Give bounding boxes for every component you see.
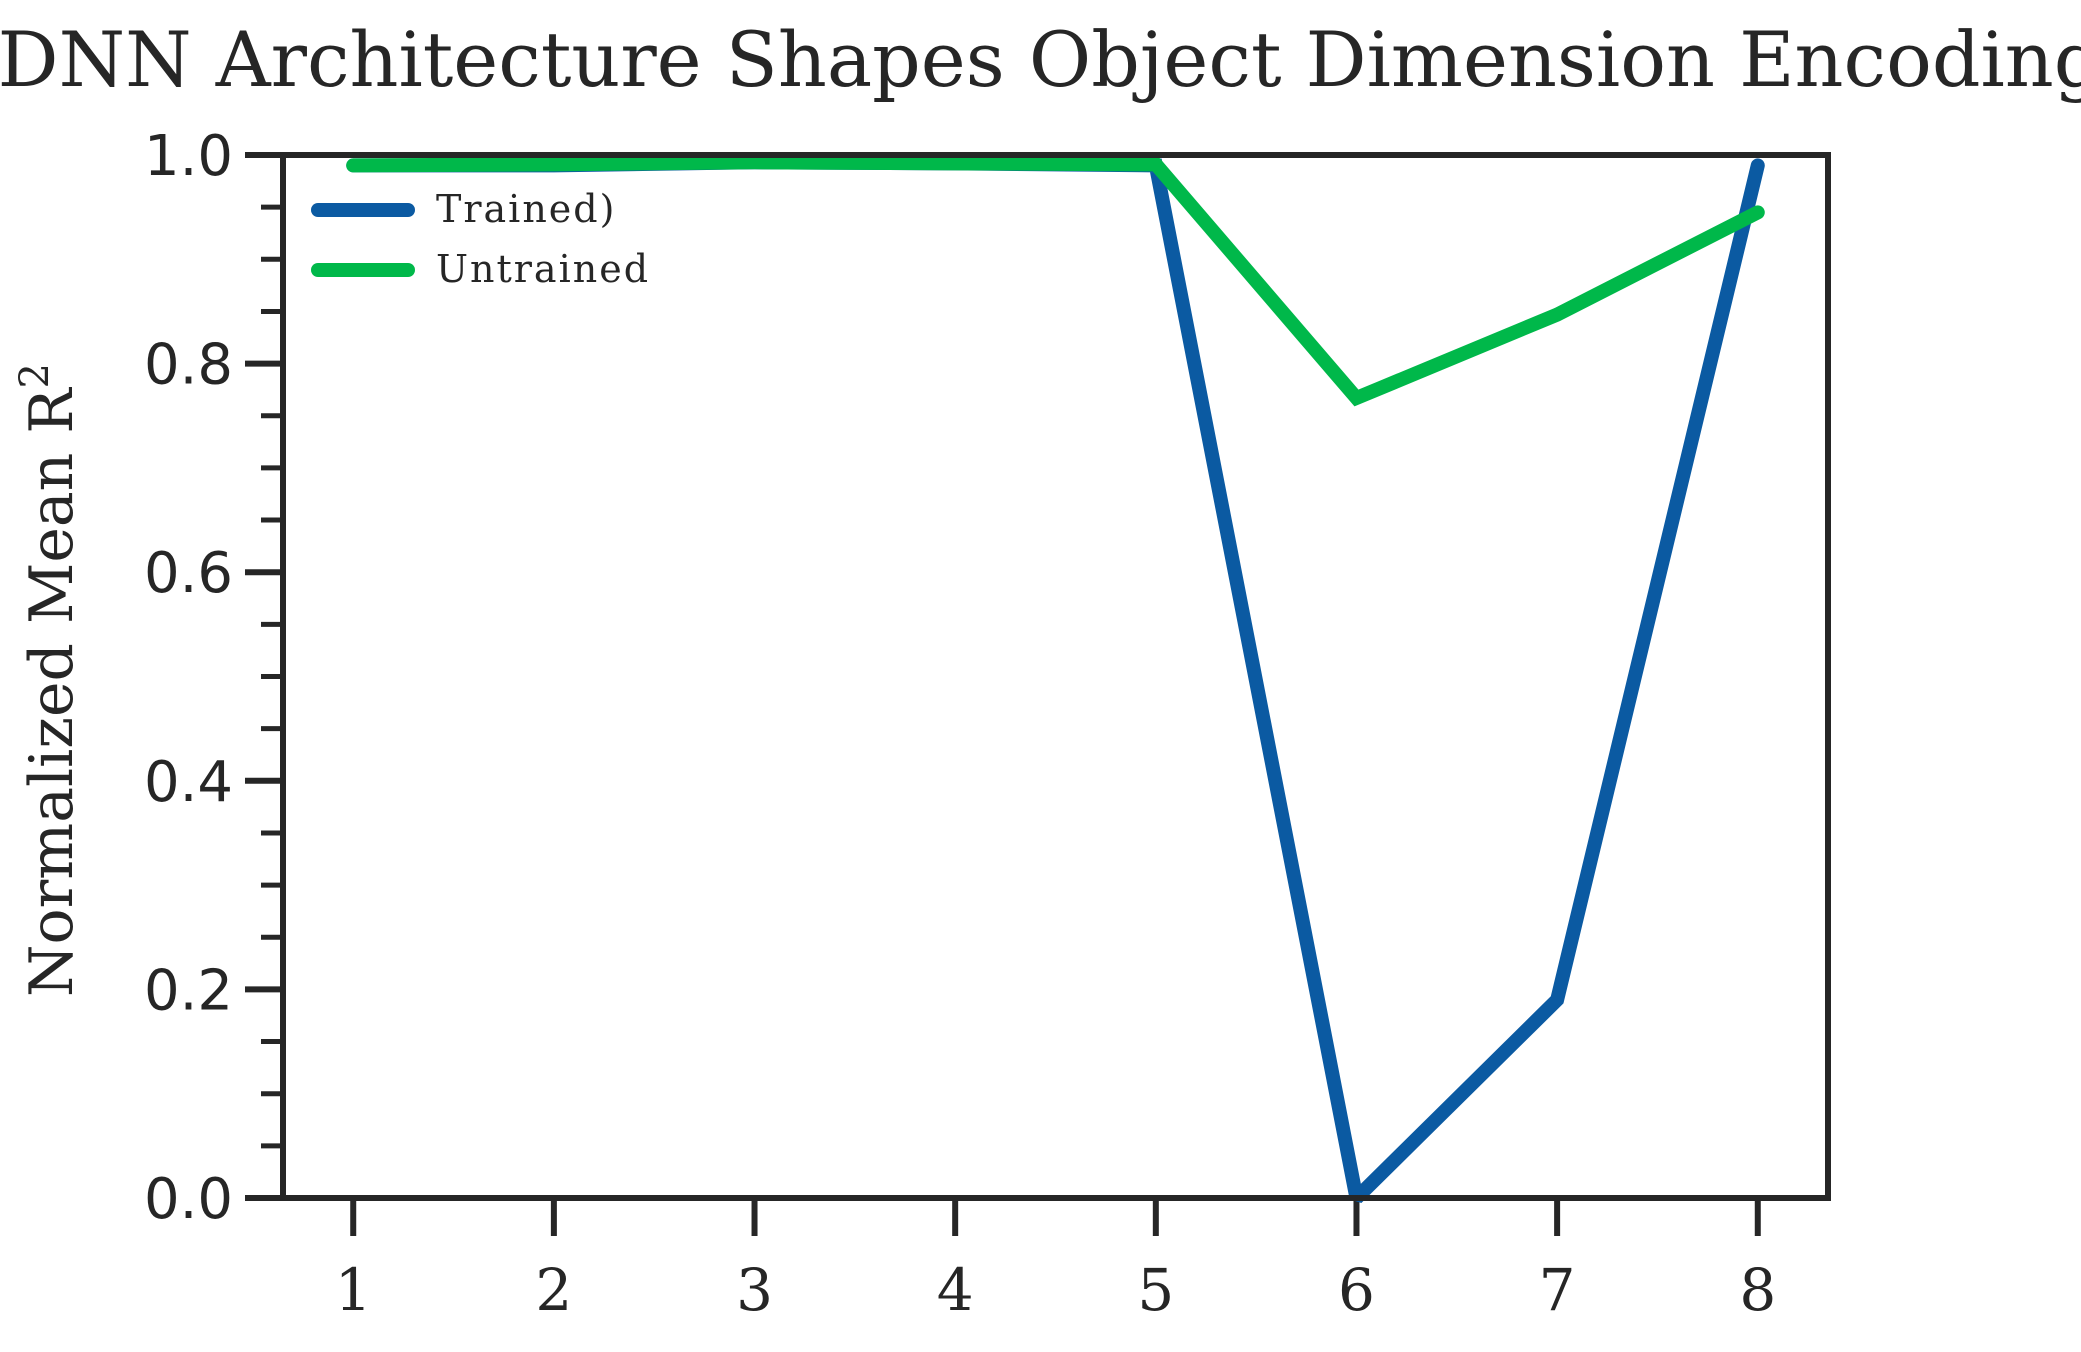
x-tick-label: 4 — [937, 1256, 974, 1324]
x-tick-label: 1 — [335, 1256, 372, 1324]
legend-label: Untrained — [436, 247, 650, 291]
series-lines — [346, 155, 1765, 1203]
x-tick-label: 5 — [1137, 1256, 1174, 1324]
y-axis-label: Normalized Mean R2 — [12, 363, 87, 997]
y-axis-label-superscript: 2 — [12, 363, 58, 388]
y-axis-label-main: Normalized Mean R — [17, 387, 87, 997]
y-tick-label: 1.0 — [144, 124, 233, 189]
x-tick-label: 8 — [1739, 1256, 1776, 1324]
plot-frame — [280, 152, 1831, 1201]
series-line-2 — [346, 155, 1765, 407]
y-tick-label: 0.4 — [144, 750, 233, 815]
legend: Trained) Untrained — [311, 187, 650, 291]
x-tick-label: 2 — [535, 1256, 572, 1324]
y-tick-label: 0.0 — [144, 1167, 233, 1232]
x-tick-label: 7 — [1539, 1256, 1576, 1324]
y-tick-label: 0.2 — [144, 958, 233, 1023]
axes: 0.0 0.2 0.4 0.6 0.8 1.0 1 2 3 4 5 6 7 8 — [144, 124, 1776, 1324]
chart-title: DNN Architecture Shapes Object Dimension… — [0, 15, 2081, 104]
legend-label: Trained) — [436, 187, 616, 231]
y-tick-label: 0.6 — [144, 541, 233, 606]
x-tick-label: 3 — [736, 1256, 773, 1324]
x-tick-label: 6 — [1338, 1256, 1375, 1324]
y-tick-label: 0.8 — [144, 333, 233, 398]
